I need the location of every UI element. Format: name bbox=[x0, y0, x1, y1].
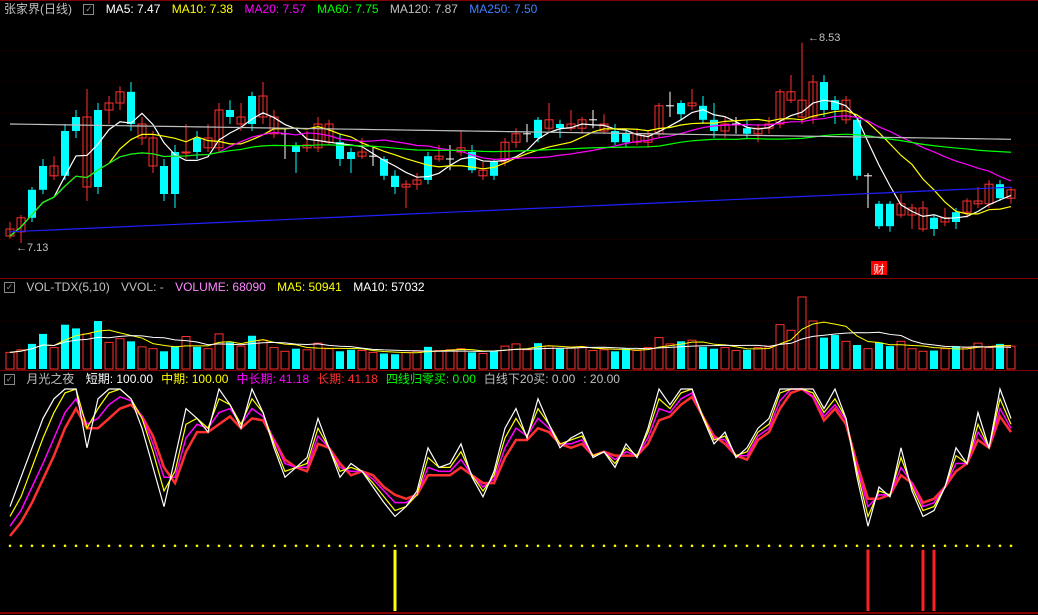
ma120-label: MA120: 7.87 bbox=[390, 2, 458, 16]
vol-ma10-label: MA10: 57032 bbox=[353, 280, 424, 294]
toggle-icon[interactable]: ✓ bbox=[4, 374, 15, 385]
vol-ma5-label: MA5: 50941 bbox=[277, 280, 342, 294]
indicator-item: 白线下20买: 0.00 bbox=[484, 372, 575, 386]
volume-label: VOLUME: 68090 bbox=[175, 280, 266, 294]
ma250-label: MA250: 7.50 bbox=[469, 2, 537, 16]
ma20-label: MA20: 7.57 bbox=[244, 2, 305, 16]
svg-text:财: 财 bbox=[874, 262, 885, 276]
indicator-item: 短期: 100.00 bbox=[86, 372, 153, 386]
price-chart[interactable]: ←8.53 ←7.13 财 bbox=[0, 1, 1038, 279]
stock-title: 张家界(日线) bbox=[4, 2, 72, 16]
price-panel[interactable]: 张家界(日线) ✓ MA5: 7.47 MA10: 7.38 MA20: 7.5… bbox=[0, 0, 1038, 278]
indicator-item: 长期: 41.18 bbox=[317, 372, 378, 386]
ind-title: 月光之夜 bbox=[26, 372, 74, 386]
price-header: 张家界(日线) ✓ MA5: 7.47 MA10: 7.38 MA20: 7.5… bbox=[4, 1, 545, 17]
toggle-icon[interactable]: ✓ bbox=[83, 4, 94, 15]
indicator-item: 中长期: 41.18 bbox=[236, 372, 309, 386]
vol-title: VOL-TDX(5,10) bbox=[26, 280, 109, 294]
indicator-values: 短期: 100.00 中期: 100.00 中长期: 41.18 长期: 41.18 四… bbox=[86, 372, 628, 386]
toggle-icon[interactable]: ✓ bbox=[4, 282, 15, 293]
ma60-label: MA60: 7.75 bbox=[317, 2, 378, 16]
indicator-item: 四线归零买: 0.00 bbox=[386, 372, 476, 386]
indicator-item: : 20.00 bbox=[583, 372, 620, 386]
svg-text:←7.13: ←7.13 bbox=[16, 242, 48, 254]
ma10-label: MA10: 7.38 bbox=[172, 2, 233, 16]
svg-text:←8.53: ←8.53 bbox=[808, 32, 840, 44]
ma5-label: MA5: 7.47 bbox=[106, 2, 161, 16]
indicator-item: 中期: 100.00 bbox=[161, 372, 228, 386]
volume-panel[interactable]: ✓ VOL-TDX(5,10) VVOL: - VOLUME: 68090 MA… bbox=[0, 278, 1038, 370]
indicator-panel[interactable]: ✓ 月光之夜 短期: 100.00 中期: 100.00 中长期: 41.18 长期:… bbox=[0, 370, 1038, 614]
indicator-header: ✓ 月光之夜 短期: 100.00 中期: 100.00 中长期: 41.18 长期:… bbox=[4, 371, 636, 387]
indicator-chart[interactable] bbox=[0, 371, 1038, 615]
vvol-label: VVOL: - bbox=[121, 280, 164, 294]
volume-header: ✓ VOL-TDX(5,10) VVOL: - VOLUME: 68090 MA… bbox=[4, 279, 433, 295]
